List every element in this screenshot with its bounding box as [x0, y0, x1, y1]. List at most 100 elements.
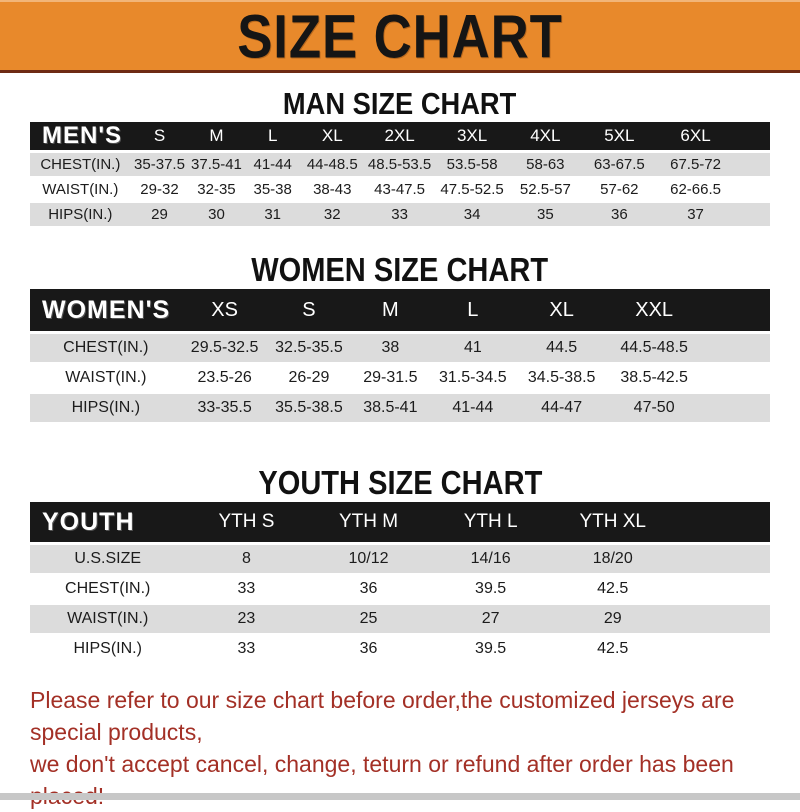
size-value: 36 — [307, 575, 430, 605]
size-value: 35-37.5 — [130, 153, 189, 178]
size-value: 43-47.5 — [363, 178, 436, 203]
size-value: 37.5-41 — [188, 153, 245, 178]
size-value: 23 — [185, 605, 308, 635]
size-value: 44.5 — [515, 334, 608, 364]
filler-cell — [700, 394, 770, 424]
column-header: M — [188, 122, 245, 153]
column-header: 3XL — [435, 122, 509, 153]
size-chart-banner: SIZE CHART — [0, 0, 800, 73]
table-row: U.S.SIZE 8 10/12 14/16 18/20 — [30, 545, 770, 575]
size-value: 29-31.5 — [350, 364, 431, 394]
size-value: 33 — [185, 635, 308, 665]
filler-cell — [673, 545, 770, 575]
table-row: WAIST(IN.) 23 25 27 29 — [30, 605, 770, 635]
size-value: 42.5 — [551, 575, 674, 605]
size-value: 47.5-52.5 — [435, 178, 509, 203]
filler-cell — [734, 122, 770, 153]
size-value: 33-35.5 — [181, 394, 268, 424]
row-label: HIPS(IN.) — [30, 394, 182, 424]
column-header: 6XL — [656, 122, 735, 153]
column-header: XL — [300, 122, 364, 153]
size-value: 34.5-38.5 — [515, 364, 608, 394]
size-value: 18/20 — [551, 545, 674, 575]
row-label: HIPS(IN.) — [30, 635, 186, 665]
column-header: S — [267, 289, 351, 334]
row-label: WAIST(IN.) — [30, 364, 182, 394]
size-value: 36 — [581, 203, 657, 228]
table-row: CHEST(IN.) 29.5-32.5 32.5-35.5 38 41 44.5 44.5… — [30, 334, 770, 364]
column-header: L — [430, 289, 516, 334]
filler-cell — [734, 178, 770, 203]
size-value: 32 — [300, 203, 364, 228]
size-value: 29 — [130, 203, 189, 228]
row-label: U.S.SIZE — [30, 545, 186, 575]
column-header: 2XL — [363, 122, 436, 153]
size-value: 38.5-42.5 — [607, 364, 701, 394]
size-value: 48.5-53.5 — [363, 153, 436, 178]
size-value: 10/12 — [307, 545, 430, 575]
size-value: 53.5-58 — [435, 153, 509, 178]
bottom-edge-strip — [0, 793, 800, 800]
column-header: M — [350, 289, 431, 334]
size-value: 35.5-38.5 — [267, 394, 351, 424]
filler-cell — [734, 203, 770, 228]
row-label: WAIST(IN.) — [30, 605, 186, 635]
section-title-women-text: WOMEN SIZE CHART — [251, 251, 549, 288]
size-value: 26-29 — [267, 364, 351, 394]
size-value: 33 — [185, 575, 308, 605]
size-value: 52.5-57 — [508, 178, 582, 203]
column-header: YTH S — [185, 502, 308, 545]
row-label: CHEST(IN.) — [30, 153, 131, 178]
size-value: 34 — [435, 203, 509, 228]
filler-cell — [673, 575, 770, 605]
table-header-row: WOMEN'S XS S M L XL XXL — [30, 289, 770, 334]
filler-cell — [673, 635, 770, 665]
youth-size-table: YOUTH YTH S YTH M YTH L YTH XL U.S.SIZE 8 10/12… — [30, 502, 770, 665]
size-value: 41-44 — [430, 394, 516, 424]
table-row: WAIST(IN.) 29-32 32-35 35-38 38-43 43-47.5 47.… — [30, 178, 770, 203]
section-title-women: WOMEN SIZE CHART — [0, 251, 800, 289]
column-header: 5XL — [581, 122, 657, 153]
size-value: 39.5 — [429, 575, 552, 605]
size-value: 36 — [307, 635, 430, 665]
filler-cell — [700, 334, 770, 364]
size-value: 38 — [350, 334, 431, 364]
women-size-table: WOMEN'S XS S M L XL XXL CHEST(IN.) 29.5-32.5 32.5… — [30, 289, 770, 424]
table-corner-label: MEN'S — [30, 122, 131, 153]
section-title-man-text: MAN SIZE CHART — [283, 86, 517, 121]
size-value: 37 — [656, 203, 735, 228]
size-value: 41-44 — [244, 153, 301, 178]
size-value: 38.5-41 — [350, 394, 431, 424]
size-value: 58-63 — [508, 153, 582, 178]
section-title-man: MAN SIZE CHART — [0, 86, 800, 122]
table-row: WAIST(IN.) 23.5-26 26-29 29-31.5 31.5-34.5 34… — [30, 364, 770, 394]
size-value: 67.5-72 — [656, 153, 735, 178]
filler-cell — [673, 502, 770, 545]
size-value: 23.5-26 — [181, 364, 268, 394]
size-value: 35-38 — [244, 178, 301, 203]
column-header: XXL — [607, 289, 701, 334]
size-value: 32.5-35.5 — [267, 334, 351, 364]
filler-cell — [700, 289, 770, 334]
column-header: YTH XL — [551, 502, 674, 545]
column-header: S — [130, 122, 189, 153]
section-title-youth-text: YOUTH SIZE CHART — [258, 464, 542, 501]
size-value: 39.5 — [429, 635, 552, 665]
table-corner-label: WOMEN'S — [30, 289, 182, 334]
men-size-table: MEN'S S M L XL 2XL 3XL 4XL 5XL 6XL CHEST(IN.) 35-37… — [30, 122, 770, 228]
row-label: CHEST(IN.) — [30, 575, 186, 605]
size-value: 44-48.5 — [300, 153, 364, 178]
size-value: 63-67.5 — [581, 153, 657, 178]
table-row: HIPS(IN.) 33 36 39.5 42.5 — [30, 635, 770, 665]
table-header-row: MEN'S S M L XL 2XL 3XL 4XL 5XL 6XL — [30, 122, 770, 153]
size-value: 44-47 — [515, 394, 608, 424]
size-value: 32-35 — [188, 178, 245, 203]
column-header: L — [244, 122, 301, 153]
size-value: 29-32 — [130, 178, 189, 203]
section-title-youth: YOUTH SIZE CHART — [0, 464, 800, 502]
size-value: 31.5-34.5 — [430, 364, 516, 394]
order-note-line1: Please refer to our size chart before or… — [30, 687, 735, 745]
order-note-line2: we don't accept cancel, change, teturn o… — [30, 751, 734, 809]
size-value: 42.5 — [551, 635, 674, 665]
size-value: 33 — [363, 203, 436, 228]
